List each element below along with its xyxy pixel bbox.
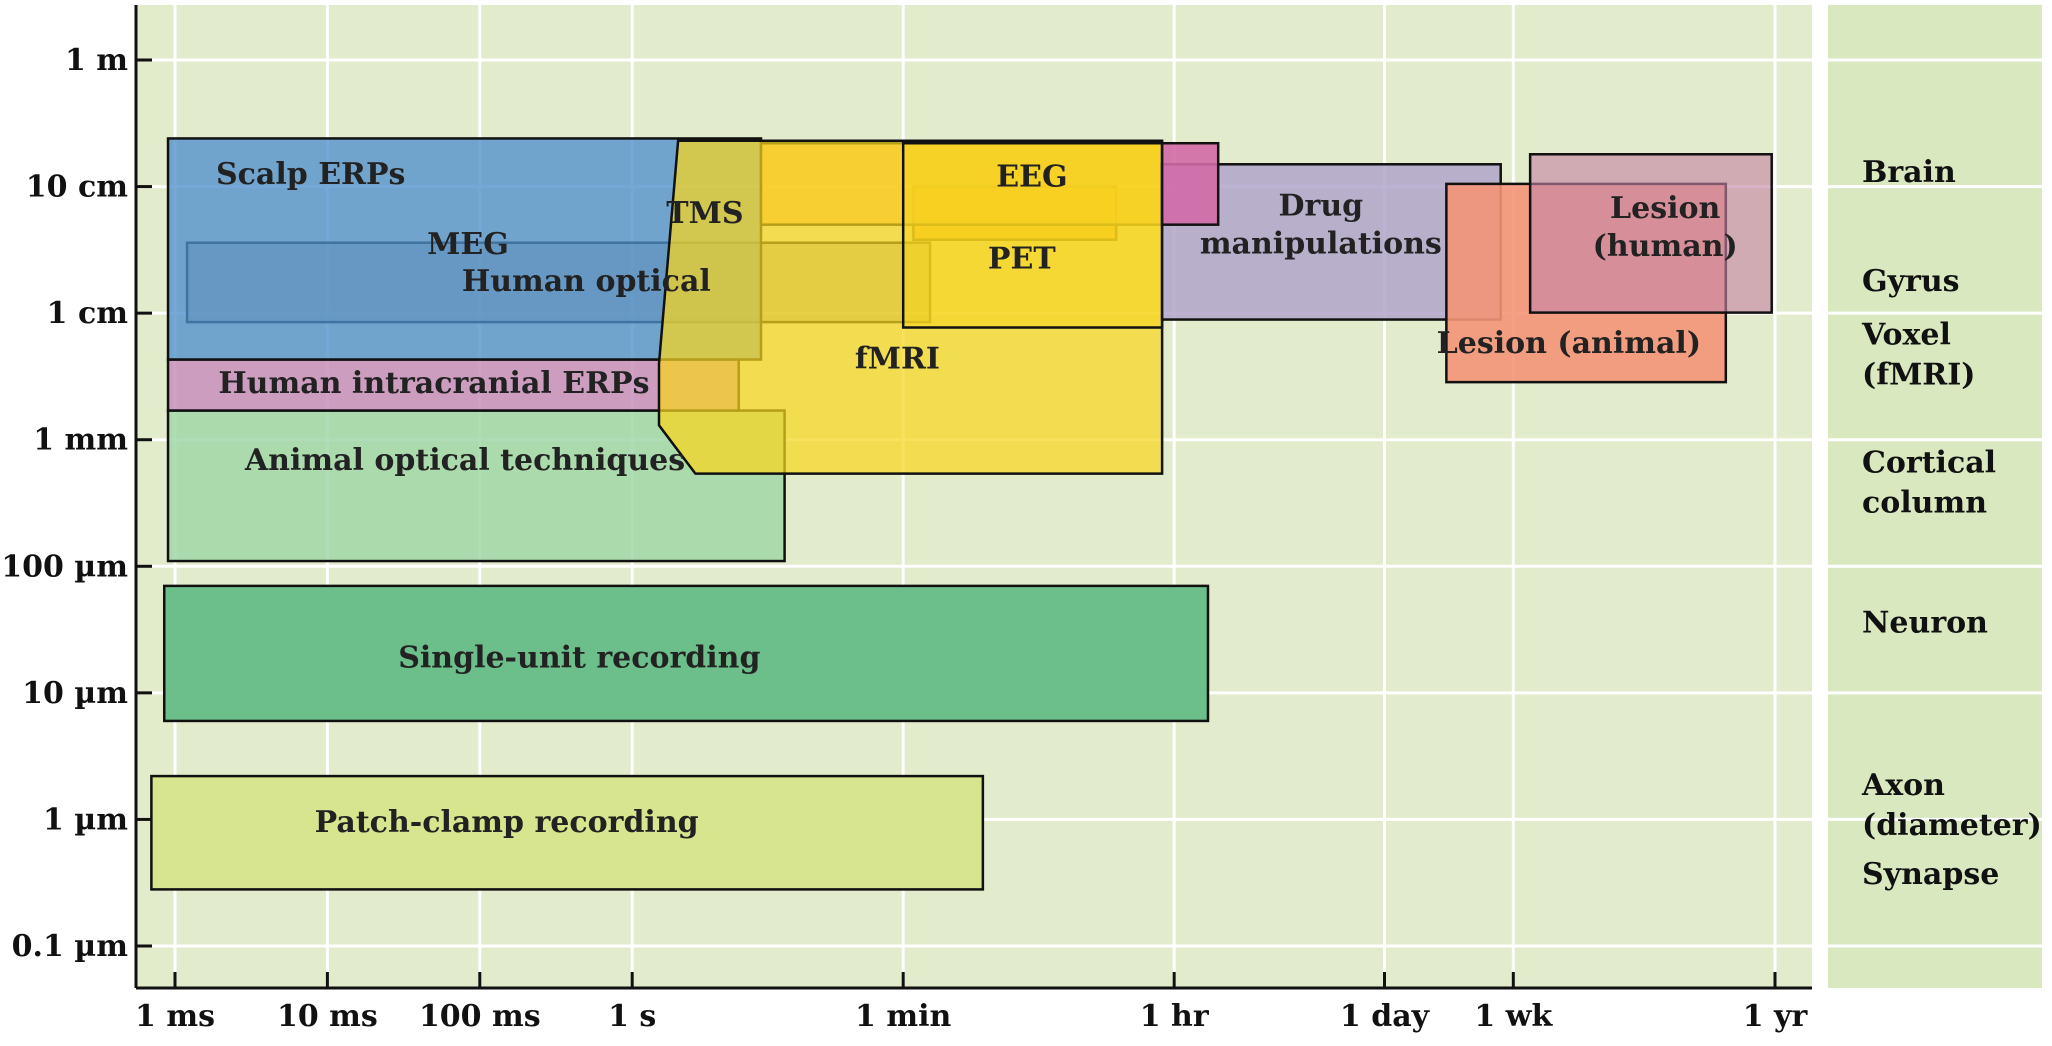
region-label-meg: MEG xyxy=(427,227,509,262)
x-tick-label-1-ms: 1 ms xyxy=(135,999,215,1034)
y-tick-label-1-mm: 1 mm xyxy=(33,423,128,458)
scale-label-neuron: Neuron xyxy=(1862,605,1988,640)
scale-label-gyrus: Gyrus xyxy=(1862,264,1960,299)
scale-label-brain: Brain xyxy=(1862,155,1956,190)
region-label-lesion-animal: Lesion (animal) xyxy=(1437,326,1701,361)
y-tick-label-0-1-m: 0.1 µm xyxy=(12,929,129,964)
region-label-scalp-erps: Scalp ERPs xyxy=(216,157,405,192)
region-label-eeg: EEG xyxy=(996,160,1067,195)
y-tick-label-1-m: 1 m xyxy=(65,43,128,78)
region-label-human-intracranial-erps: Human intracranial ERPs xyxy=(218,366,649,401)
x-tick-label-1-s: 1 s xyxy=(608,999,656,1034)
scale-panel-background xyxy=(1828,5,2042,988)
regions xyxy=(150,137,1773,891)
region-patch-clamp-recording xyxy=(150,774,985,891)
region-single-unit-recording xyxy=(162,584,1210,723)
scale-labels: Brain Gyrus Voxel (fMRI) Cortical column Neuro… xyxy=(1861,155,2042,892)
region-unlabeled-13 xyxy=(1160,141,1220,226)
region-label-pet: PET xyxy=(988,242,1056,277)
y-tick-label-10-cm: 10 cm xyxy=(26,170,128,205)
y-tick-label-1-m: 1 µm xyxy=(43,802,128,837)
x-tick-label-1-day: 1 day xyxy=(1340,999,1431,1034)
x-tick-label-1-min: 1 min xyxy=(855,999,951,1034)
x-tick-label-1-hr: 1 hr xyxy=(1140,999,1210,1034)
x-tick-label-10-ms: 10 ms xyxy=(277,999,378,1034)
region-human-intracranial-erps xyxy=(166,358,740,412)
scale-label-cortical-column: Cortical column xyxy=(1862,445,1996,520)
region-lesion-human xyxy=(1528,153,1773,314)
region-label-patch-clamp-recording: Patch-clamp recording xyxy=(315,805,699,840)
region-label-drug-manipulations: Drug manipulations xyxy=(1200,189,1442,262)
scale-label-synapse: Synapse xyxy=(1862,857,1999,892)
scale-label-axon-diameter: Axon (diameter) xyxy=(1861,768,2042,843)
x-tick-label-1-yr: 1 yr xyxy=(1743,999,1809,1034)
region-pet xyxy=(901,141,1164,329)
region-label-tms: TMS xyxy=(666,196,743,231)
x-tick-label-100-ms: 100 ms xyxy=(419,999,541,1034)
region-label-animal-optical-techniques: Animal optical techniques xyxy=(244,443,685,478)
region-label-lesion-human: Lesion (human) xyxy=(1593,191,1738,264)
y-tick-label-10-m: 10 µm xyxy=(22,676,128,711)
region-label-single-unit-recording: Single-unit recording xyxy=(398,641,760,676)
scale-label-voxel-fmri: Voxel (fMRI) xyxy=(1861,318,1975,393)
labels: Patch-clamp recording Single-unit recordi… xyxy=(216,157,1738,840)
y-tick-label-100-m: 100 µm xyxy=(1,549,128,584)
region-label-human-optical: Human optical xyxy=(462,264,711,299)
x-tick-label-1-wk: 1 wk xyxy=(1474,999,1553,1034)
region-label-fmri: fMRI xyxy=(855,341,940,376)
y-tick-label-1-cm: 1 cm xyxy=(47,296,129,331)
